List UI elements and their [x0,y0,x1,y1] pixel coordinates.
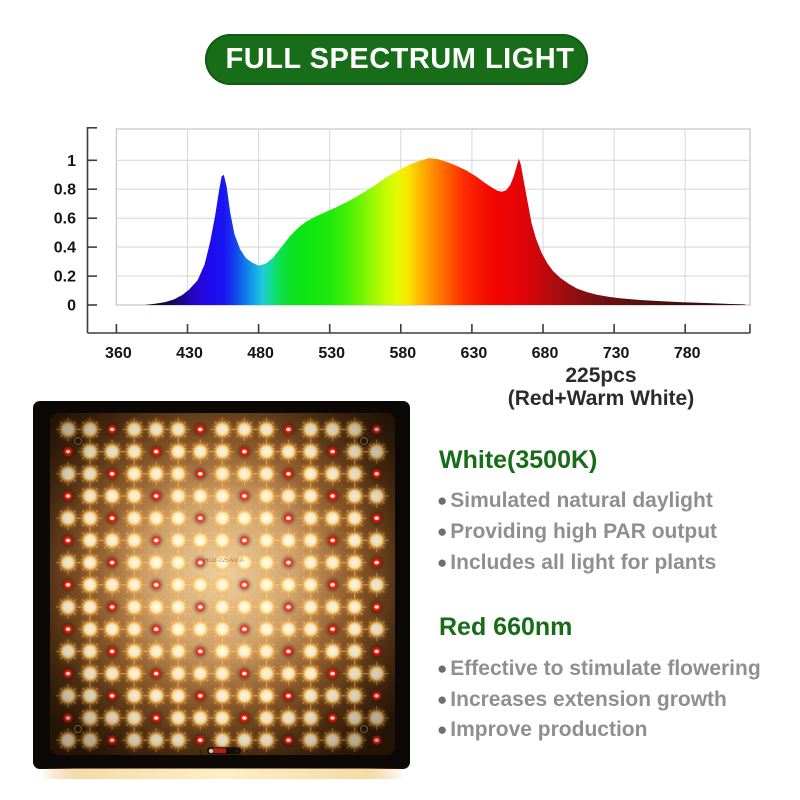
svg-text:730: 730 [603,345,630,362]
svg-text:630: 630 [461,345,488,362]
svg-text:0: 0 [67,298,76,315]
svg-text:0.6: 0.6 [54,211,76,228]
svg-text:430: 430 [176,345,203,362]
svg-text:480: 480 [247,345,274,362]
svg-text:1: 1 [67,153,76,170]
svg-text:680: 680 [532,345,559,362]
svg-text:360: 360 [105,345,132,362]
svg-text:0.8: 0.8 [54,182,76,199]
svg-text:780: 780 [674,345,701,362]
svg-text:+: + [198,747,203,757]
svg-text:HLG-225-V2-A: HLG-225-V2-A [204,558,244,564]
svg-text:0.2: 0.2 [54,269,76,286]
svg-text:530: 530 [318,345,345,362]
svg-text:580: 580 [389,345,416,362]
svg-text:-: - [245,746,248,756]
svg-text:0.4: 0.4 [54,240,76,257]
